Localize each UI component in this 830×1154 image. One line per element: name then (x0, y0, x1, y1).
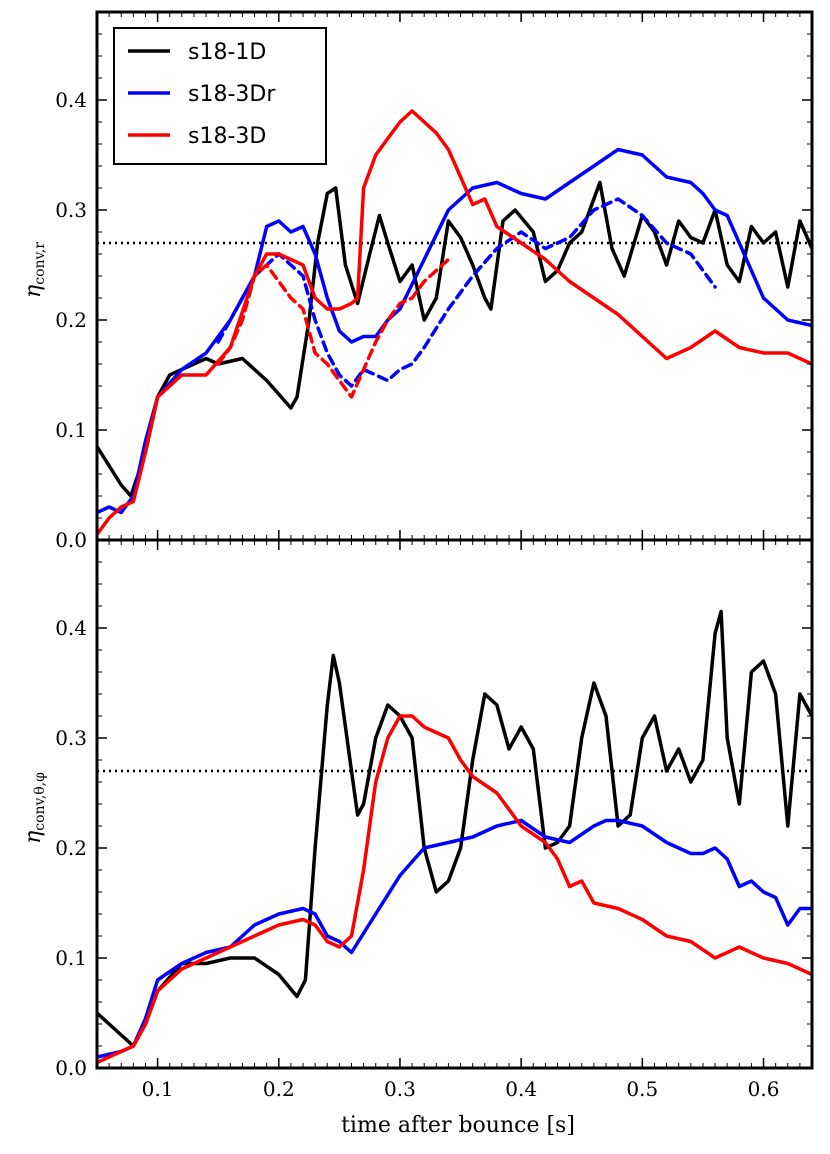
top-panel: 0.0 0.1 0.2 0.3 0.4 s18-1D s18-3Dr s18-3D (55, 10, 814, 552)
bottom-ylabel: ηconv,θ,φ (21, 772, 48, 844)
legend-label-2: s18-3D (188, 124, 266, 149)
y-tick-label: 0.3 (55, 726, 87, 750)
bottom-panel: 0.1 0.2 0.3 0.4 0.5 0.6 0.0 0.1 0.2 0.3 0.4 (55, 538, 814, 1101)
x-tick-label: 0.2 (263, 1077, 295, 1101)
y-tick-label: 0.1 (55, 946, 87, 970)
series-line-1 (97, 818, 812, 1059)
legend: s18-1D s18-3Dr s18-3D (113, 27, 327, 165)
legend-label-1: s18-3Dr (188, 82, 276, 107)
series-line-0 (97, 180, 812, 498)
series-group (97, 109, 812, 537)
y-tick-label: 0.3 (55, 198, 87, 222)
y-tick-label: 0.0 (55, 1056, 87, 1080)
x-tick-label: 0.4 (505, 1077, 537, 1101)
series-line-0 (97, 609, 812, 1048)
y-tick-label: 0.0 (55, 528, 87, 552)
series-line-2 (97, 714, 812, 1065)
x-tick-label: 0.6 (748, 1077, 780, 1101)
top-ylabel: ηconv,r (21, 242, 48, 298)
series-line-4 (216, 257, 451, 399)
bottom-ylabel-main: η (21, 831, 46, 844)
legend-label-0: s18-1D (188, 40, 266, 65)
series-group (97, 609, 812, 1065)
bottom-ylabel-sub: conv,θ,φ (32, 772, 48, 831)
x-tick-label: 0.1 (142, 1077, 174, 1101)
y-tick-label: 0.1 (55, 418, 87, 442)
y-tick-label: 0.2 (55, 836, 87, 860)
x-axis-title: time after bounce [s] (341, 1113, 575, 1138)
top-ylabel-main: η (21, 285, 46, 298)
top-ylabel-sub: conv,r (32, 242, 48, 285)
y-tick-label: 0.4 (55, 616, 87, 640)
series-line-2 (216, 197, 717, 388)
x-tick-label: 0.3 (384, 1077, 416, 1101)
plot-frame (95, 538, 814, 1070)
y-tick-label: 0.2 (55, 308, 87, 332)
series-line-1 (97, 147, 812, 515)
series-line-3 (97, 109, 812, 537)
y-tick-label: 0.4 (55, 88, 87, 112)
x-tick-label: 0.5 (626, 1077, 658, 1101)
